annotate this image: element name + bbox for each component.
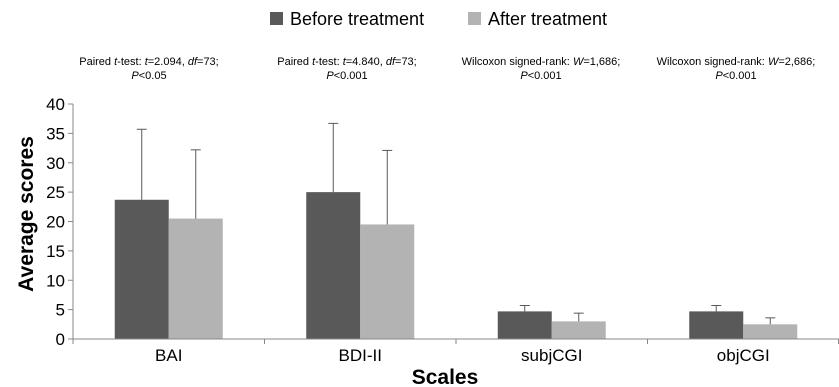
bar [689,311,744,339]
legend-item: After treatment [468,9,607,29]
legend-swatch [270,12,283,25]
x-axis-title: Scales [412,366,479,387]
bar [114,199,169,339]
annotations: Paired t-test: t=2.094, df=73;P<0.05Pair… [79,56,815,82]
legend-swatch [468,12,481,25]
x-tick-label: BAI [155,346,182,365]
bar [551,321,606,339]
stat-annotation: Paired t-test: t=2.094, df=73; P<0.05 [79,56,218,82]
y-tick-label: 30 [46,154,65,173]
stat-annotation-line2: P<0.001 [520,70,561,82]
bar [306,192,361,339]
stat-annotation: Wilcoxon signed-rank: W=2,686; P<0.001 [657,56,816,82]
stat-annotation-line2: P<0.001 [326,70,367,82]
bar [497,311,552,339]
x-tick-label: BDI-II [339,346,382,365]
legend-label: After treatment [488,9,607,29]
bar [168,218,223,339]
stat-annotation: Wilcoxon signed-rank: W=1,686; P<0.001 [462,56,621,82]
stat-annotation-line2: P<0.05 [131,70,166,82]
stat-annotation-line2: P<0.001 [715,70,756,82]
x-tick-label: subjCGI [521,346,582,365]
bars [114,122,798,339]
bar [360,224,415,339]
y-tick-label: 35 [46,124,65,143]
y-axis: 0 5 10 15 20 25 30 35 40 [46,95,74,349]
legend-item: Before treatment [270,9,424,29]
y-axis-title: Average scores [15,136,38,292]
stat-annotation-line1: Paired t-test: t=2.094, df=73; [79,56,218,68]
y-tick-label: 40 [46,95,65,114]
legend: Before treatment After treatment [270,9,607,29]
x-axis: BAI BDI-II subjCGI objCGI [72,338,839,365]
y-tick-label: 15 [46,242,65,261]
y-tick-label: 10 [46,271,65,290]
stat-annotation-line1: Wilcoxon signed-rank: W=1,686; [462,56,621,68]
stat-annotation-line1: Paired t-test: t=4.840, df=73; [277,56,416,68]
legend-label: Before treatment [290,9,424,29]
stat-annotation: Paired t-test: t=4.840, df=73; P<0.001 [277,56,416,82]
stat-annotation-line1: Wilcoxon signed-rank: W=2,686; [657,56,816,68]
y-tick-label: 0 [56,330,65,349]
y-tick-label: 20 [46,213,65,232]
y-tick-label: 5 [56,301,65,320]
x-tick-label: objCGI [717,346,770,365]
bar [743,324,798,339]
y-tick-label: 25 [46,183,65,202]
